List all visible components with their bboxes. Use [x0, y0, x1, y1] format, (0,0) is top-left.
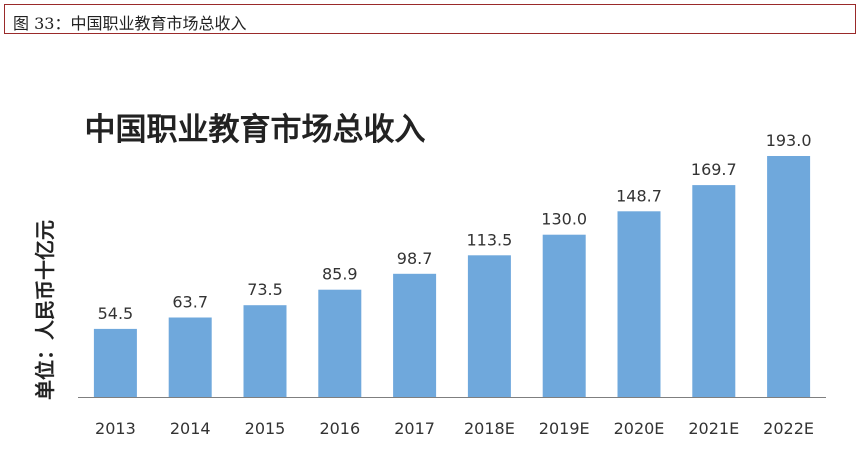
bar-2017 [393, 273, 437, 397]
data-label-2019E: 130.0 [541, 210, 587, 229]
data-label-2013: 54.5 [98, 304, 134, 323]
x-tick-label-2018E: 2018E [464, 419, 515, 438]
bar-2019E [542, 234, 586, 397]
x-tick-label-2019E: 2019E [539, 419, 590, 438]
bar-2020E [617, 211, 661, 397]
data-label-2022E: 193.0 [766, 131, 812, 150]
bar-2013 [93, 328, 137, 397]
figure-caption-bar: 图 33：中国职业教育市场总收入 [4, 4, 856, 34]
y-axis-label: 单位：人民币十亿元 [33, 220, 57, 400]
bar-2014 [168, 317, 212, 397]
x-tick-label-2021E: 2021E [688, 419, 739, 438]
data-label-2017: 98.7 [397, 249, 433, 268]
bar-2021E [692, 185, 736, 397]
x-tick-label-2017: 2017 [394, 419, 435, 438]
data-label-2014: 63.7 [172, 293, 208, 312]
x-tick-label-2020E: 2020E [614, 419, 665, 438]
data-label-2021E: 169.7 [691, 160, 737, 179]
data-label-2020E: 148.7 [616, 186, 662, 205]
chart-title: 中国职业教育市场总收入 [84, 112, 426, 148]
x-tick-label-2013: 2013 [95, 419, 136, 438]
figure-caption: 图 33：中国职业教育市场总收入 [13, 14, 247, 33]
bar-2015 [243, 305, 287, 397]
bar-2018E [467, 255, 511, 397]
x-tick-label-2015: 2015 [245, 419, 286, 438]
bar-2016 [318, 289, 362, 397]
x-tick-label-2022E: 2022E [763, 419, 814, 438]
x-tick-label-2014: 2014 [170, 419, 211, 438]
x-tick-label-2016: 2016 [319, 419, 360, 438]
data-label-2018E: 113.5 [466, 230, 512, 249]
data-label-2015: 73.5 [247, 280, 283, 299]
bar-2022E [767, 156, 811, 397]
data-label-2016: 85.9 [322, 265, 358, 284]
